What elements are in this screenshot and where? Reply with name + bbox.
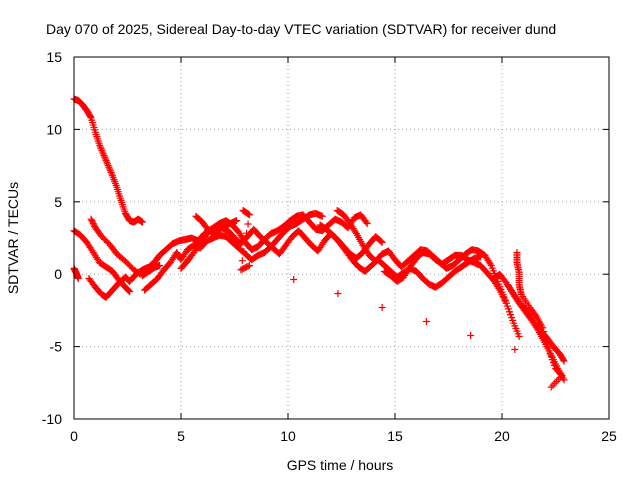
data-point — [542, 335, 550, 343]
series-track-11 — [380, 248, 523, 340]
data-point — [106, 165, 114, 173]
data-point — [74, 275, 82, 283]
data-point — [98, 146, 106, 154]
data-point — [102, 157, 110, 165]
data-point — [125, 287, 133, 295]
data-point — [244, 220, 252, 228]
data-point — [245, 262, 253, 270]
y-tick-label: 10 — [46, 121, 62, 137]
series-track-4 — [87, 215, 164, 280]
series-track-14 — [513, 248, 566, 391]
data-point — [541, 331, 549, 339]
data-point — [100, 151, 108, 159]
y-tick-label: 0 — [54, 266, 62, 282]
y-tick-label: -5 — [50, 339, 63, 355]
y-tick-label: 15 — [46, 49, 62, 65]
data-point — [107, 168, 115, 176]
data-point — [96, 143, 104, 151]
x-tick-label: 20 — [494, 428, 510, 444]
data-point — [99, 150, 107, 158]
grid-lines — [74, 57, 609, 419]
data-point — [126, 288, 134, 296]
data-point — [378, 304, 386, 312]
data-point — [515, 332, 523, 340]
data-point — [97, 145, 105, 153]
data-point — [362, 218, 370, 226]
data-point — [543, 339, 551, 347]
data-point — [363, 220, 371, 228]
x-tick-label: 15 — [387, 428, 403, 444]
data-point — [138, 218, 146, 226]
data-point — [99, 148, 107, 156]
data-point — [467, 331, 475, 339]
data-points — [70, 95, 568, 391]
x-tick-label: 10 — [280, 428, 296, 444]
data-point — [105, 163, 113, 171]
axis-ticks: 0 5 10 15 20 25 -10 -5 0 5 10 15 — [42, 49, 617, 444]
data-point — [245, 211, 253, 219]
data-point — [103, 158, 111, 166]
series-track-3 — [70, 264, 82, 283]
data-point — [547, 383, 555, 391]
x-tick-label: 0 — [70, 428, 78, 444]
series-track-10 — [333, 206, 515, 319]
x-tick-label: 25 — [601, 428, 617, 444]
data-point — [238, 257, 246, 265]
y-tick-label: -10 — [42, 411, 62, 427]
data-point — [290, 276, 298, 284]
data-point — [106, 167, 114, 175]
data-point — [101, 155, 109, 163]
data-point — [233, 217, 241, 225]
data-point — [96, 141, 104, 149]
data-point — [244, 262, 252, 270]
data-point — [124, 286, 132, 294]
y-axis-label: SDTVAR / TECUs — [5, 182, 21, 294]
series-track-1 — [70, 95, 146, 226]
data-point — [559, 356, 567, 364]
data-point — [104, 160, 112, 168]
data-point — [108, 170, 116, 178]
data-point — [86, 113, 94, 121]
y-tick-label: 5 — [54, 194, 62, 210]
data-point — [156, 262, 164, 270]
data-point — [351, 228, 359, 236]
x-tick-label: 5 — [177, 428, 185, 444]
data-point — [560, 357, 568, 365]
data-point — [539, 324, 547, 332]
data-point — [243, 229, 251, 237]
data-point — [104, 162, 112, 170]
data-point — [101, 153, 109, 161]
data-point — [511, 345, 519, 353]
series-track-15 — [237, 206, 519, 353]
data-point — [334, 290, 342, 298]
series-track-2 — [70, 227, 134, 296]
data-point — [244, 210, 252, 218]
chart-title: Day 070 of 2025, Sidereal Day-to-day VTE… — [46, 21, 556, 37]
data-point — [378, 238, 386, 246]
data-point — [377, 237, 385, 245]
data-point — [240, 248, 248, 256]
data-point — [318, 212, 326, 220]
data-point — [540, 328, 548, 336]
plot-frame — [73, 56, 610, 420]
data-point — [544, 343, 552, 351]
data-point — [241, 238, 249, 246]
data-point — [486, 260, 494, 268]
data-point — [422, 318, 430, 326]
data-point — [495, 284, 503, 292]
x-axis-label: GPS time / hours — [287, 457, 394, 473]
data-point — [557, 370, 565, 378]
